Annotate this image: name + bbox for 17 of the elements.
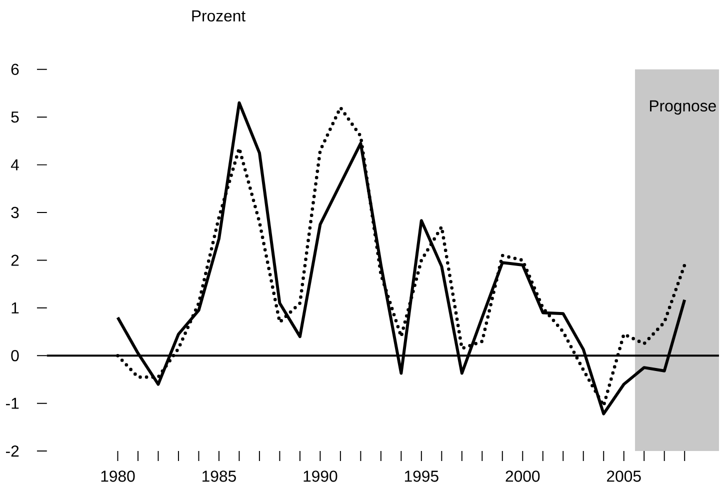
y-tick-label: 5 xyxy=(11,112,19,123)
y-tick-label: -2 xyxy=(6,446,19,457)
y-tick-label: 3 xyxy=(11,207,19,218)
x-tick-label: 2005 xyxy=(607,470,641,482)
x-tick-label: 1995 xyxy=(404,470,438,482)
y-tick-label: 1 xyxy=(12,302,19,314)
x-tick-label: 1980 xyxy=(101,470,135,482)
y-tick-label: 0 xyxy=(11,350,19,362)
x-tick-label: 1985 xyxy=(202,470,236,482)
y-tick-label: -1 xyxy=(6,398,19,409)
y-tick-label: 6 xyxy=(11,64,19,76)
y-tick-label: 2 xyxy=(11,254,19,266)
y-tick-label: 4 xyxy=(10,160,19,170)
x-tick-label: 2000 xyxy=(506,470,540,482)
y-axis-title: Prozent xyxy=(192,10,246,22)
band-label: Prognose xyxy=(650,100,716,115)
x-tick-label: 1990 xyxy=(304,470,338,482)
